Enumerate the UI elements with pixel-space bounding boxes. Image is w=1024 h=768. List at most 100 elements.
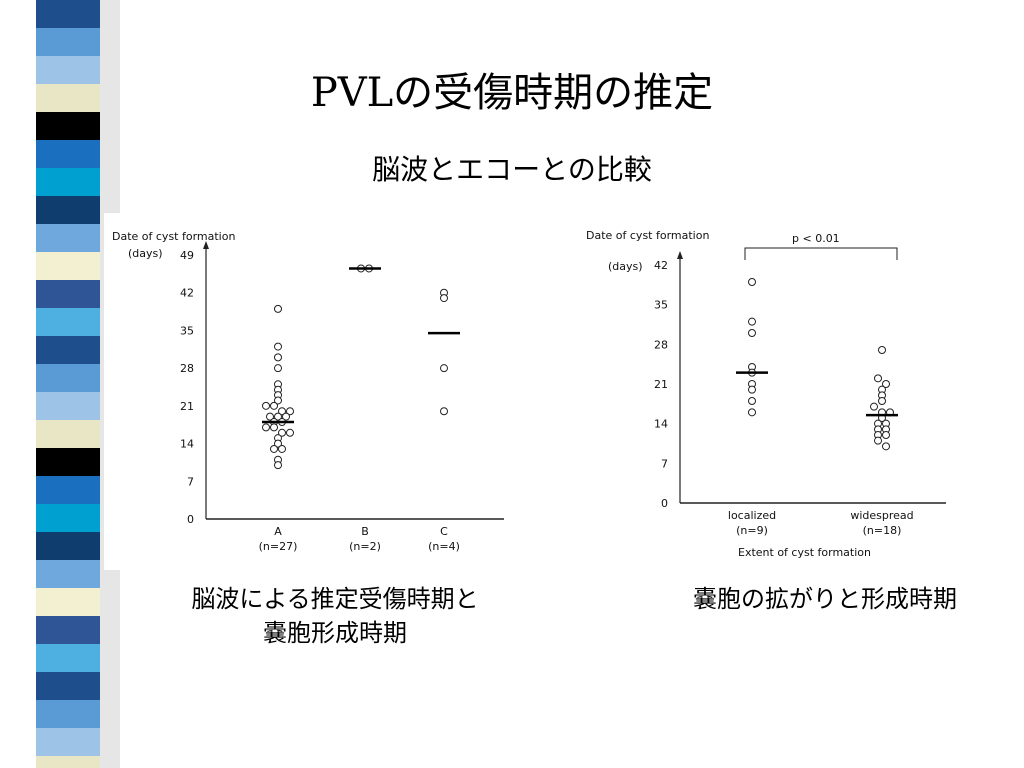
y-tick-label: 28 (654, 338, 668, 351)
data-point (440, 364, 448, 373)
data-point (262, 423, 270, 432)
data-point (878, 397, 886, 405)
x-tick-count: (n=2) (349, 540, 381, 553)
x-axis-title: Extent of cyst formation (738, 546, 871, 559)
stripe-block (36, 336, 100, 364)
stripe-block (36, 420, 100, 448)
data-point (440, 294, 448, 303)
x-tick-label: C (440, 525, 448, 538)
chart-eeg-groups: Date of cyst formation (days) 0 7 14 21 28 35… (104, 213, 510, 570)
stripe-block (36, 224, 100, 252)
data-point (286, 407, 294, 416)
data-point (870, 402, 878, 411)
y-tick-label: 21 (654, 378, 668, 391)
stripe-block (36, 728, 100, 756)
data-point (748, 408, 756, 417)
stripe-block (36, 560, 100, 588)
data-point (278, 407, 286, 416)
stripe-block (36, 308, 100, 336)
data-point (440, 407, 448, 416)
y-tick-label: 14 (654, 418, 668, 431)
y-tick-label: 35 (180, 324, 194, 337)
stripe-block (36, 140, 100, 168)
decorative-stripe (36, 0, 120, 768)
stripe-block (36, 168, 100, 196)
x-tick-label: A (274, 525, 282, 538)
chart-eeg-groups-svg: Date of cyst formation (days) 0 7 14 21 28 35… (112, 230, 504, 553)
data-point (882, 431, 890, 439)
x-tick-label: localized (728, 509, 776, 522)
data-point (274, 439, 282, 448)
chart-cyst-extent-svg: Date of cyst formation (days) p < 0.01 E… (586, 229, 946, 559)
data-point (274, 412, 282, 421)
data-point (748, 278, 756, 286)
y-axis-arrow (677, 251, 683, 259)
stripe-block (36, 504, 100, 532)
stripe-block (36, 616, 100, 644)
x-tick-label: widespread (850, 509, 913, 522)
stripe-block (36, 700, 100, 728)
data-point (270, 401, 278, 410)
caption-left-line1: 脳波による推定受傷時期と (191, 585, 479, 613)
y-tick-label: 42 (180, 287, 194, 300)
y-axis-title-line1: Date of cyst formation (586, 229, 709, 242)
caption-right: 嚢胞の拡がりと形成時期 (693, 585, 957, 613)
caption-left: 脳波による推定受傷時期と 嚢胞形成時期 (140, 582, 530, 650)
stripe-block (36, 448, 100, 476)
data-point (748, 317, 756, 326)
x-tick-label: B (361, 525, 369, 538)
data-point (270, 444, 278, 453)
y-axis-arrow (203, 241, 209, 249)
x-tick-count: (n=18) (863, 524, 902, 537)
data-point (874, 436, 882, 445)
data-point (882, 442, 890, 451)
y-tick-label: 42 (654, 259, 668, 272)
stripe-block (36, 644, 100, 672)
data-point (748, 385, 756, 394)
y-tick-label: 14 (180, 438, 194, 451)
data-point (274, 342, 282, 351)
stripe-block (36, 84, 100, 112)
stripe-block (36, 588, 100, 616)
stripe-block (36, 252, 100, 280)
stripe-block (36, 196, 100, 224)
stripe-block (36, 56, 100, 84)
stripe-block (36, 476, 100, 504)
data-point (270, 423, 278, 432)
stripe-block (36, 112, 100, 140)
y-axis-title-line2: (days) (128, 247, 163, 260)
slide-subtitle: 脳波とエコーとの比較 (372, 153, 652, 186)
data-point (882, 380, 890, 388)
caption-left-line2: 嚢胞形成時期 (263, 619, 407, 647)
data-point (274, 396, 282, 405)
stripe-block (36, 672, 100, 700)
y-axis-title-line2: (days) (608, 260, 643, 273)
y-tick-label: 28 (180, 362, 194, 375)
stripe-block (36, 532, 100, 560)
data-point (266, 412, 274, 421)
y-tick-label: 49 (180, 249, 194, 262)
data-point (274, 304, 282, 313)
stripe-block (36, 392, 100, 420)
data-point (286, 428, 294, 437)
y-tick-label: 7 (661, 457, 668, 470)
stripe-block (36, 0, 100, 28)
y-tick-label: 0 (661, 497, 668, 510)
y-tick-label: 7 (187, 475, 194, 488)
data-point (748, 397, 756, 405)
data-point (274, 353, 282, 362)
y-tick-label: 0 (187, 513, 194, 526)
y-axis-title-line1: Date of cyst formation (112, 230, 235, 243)
data-point (878, 346, 886, 354)
x-tick-count: (n=4) (428, 540, 460, 553)
data-point (274, 461, 282, 470)
data-point (874, 374, 882, 383)
chart-cyst-extent: Date of cyst formation (days) p < 0.01 E… (580, 220, 950, 565)
x-tick-count: (n=27) (259, 540, 298, 553)
data-point (274, 364, 282, 373)
stripe-block (36, 364, 100, 392)
data-point (278, 428, 286, 437)
significance-label: p < 0.01 (792, 232, 840, 245)
y-tick-label: 21 (180, 400, 194, 413)
data-point (748, 329, 756, 337)
